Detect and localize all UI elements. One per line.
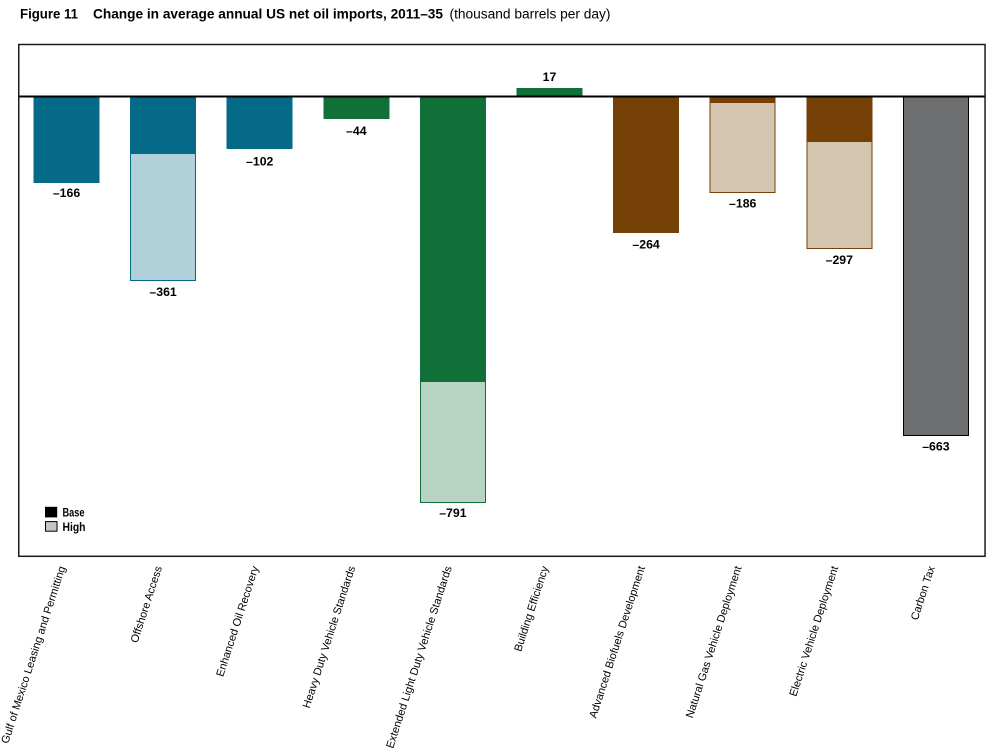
svg-text:Building Efficiency: Building Efficiency: [512, 564, 551, 653]
svg-text:Gulf of Mexico Leasing and Per: Gulf of Mexico Leasing and Permitting: [0, 565, 68, 745]
svg-text:–102: –102: [246, 155, 274, 169]
svg-text:–361: –361: [149, 285, 177, 299]
svg-text:Natural Gas Vehicle Deployment: Natural Gas Vehicle Deployment: [684, 565, 745, 720]
svg-text:Offshore Access: Offshore Access: [129, 564, 165, 644]
svg-text:–791: –791: [439, 506, 467, 520]
svg-text:Heavy Duty Vehicle Standards: Heavy Duty Vehicle Standards: [301, 564, 358, 709]
svg-text:Change in average annual US ne: Change in average annual US net oil impo…: [93, 6, 444, 21]
svg-text:Base: Base: [63, 506, 85, 520]
svg-text:–663: –663: [922, 440, 950, 454]
svg-text:–297: –297: [826, 253, 854, 267]
svg-text:Extended Light Duty Vehicle St: Extended Light Duty Vehicle Standards: [384, 564, 455, 748]
svg-text:–166: –166: [53, 186, 81, 200]
svg-text:Electric Vehicle Deployment: Electric Vehicle Deployment: [788, 565, 842, 698]
svg-text:17: 17: [543, 70, 557, 84]
svg-text:Figure 11: Figure 11: [20, 6, 79, 21]
svg-text:High: High: [63, 520, 86, 534]
svg-text:–264: –264: [632, 238, 660, 252]
svg-text:(thousand barrels per day): (thousand barrels per day): [450, 6, 611, 21]
svg-text:–44: –44: [346, 124, 367, 138]
svg-text:–186: –186: [729, 197, 757, 211]
svg-text:Advanced Biofuels Development: Advanced Biofuels Development: [587, 565, 648, 720]
svg-text:Enhanced Oil Recovery: Enhanced Oil Recovery: [214, 564, 261, 678]
svg-text:Carbon Tax: Carbon Tax: [909, 564, 938, 621]
